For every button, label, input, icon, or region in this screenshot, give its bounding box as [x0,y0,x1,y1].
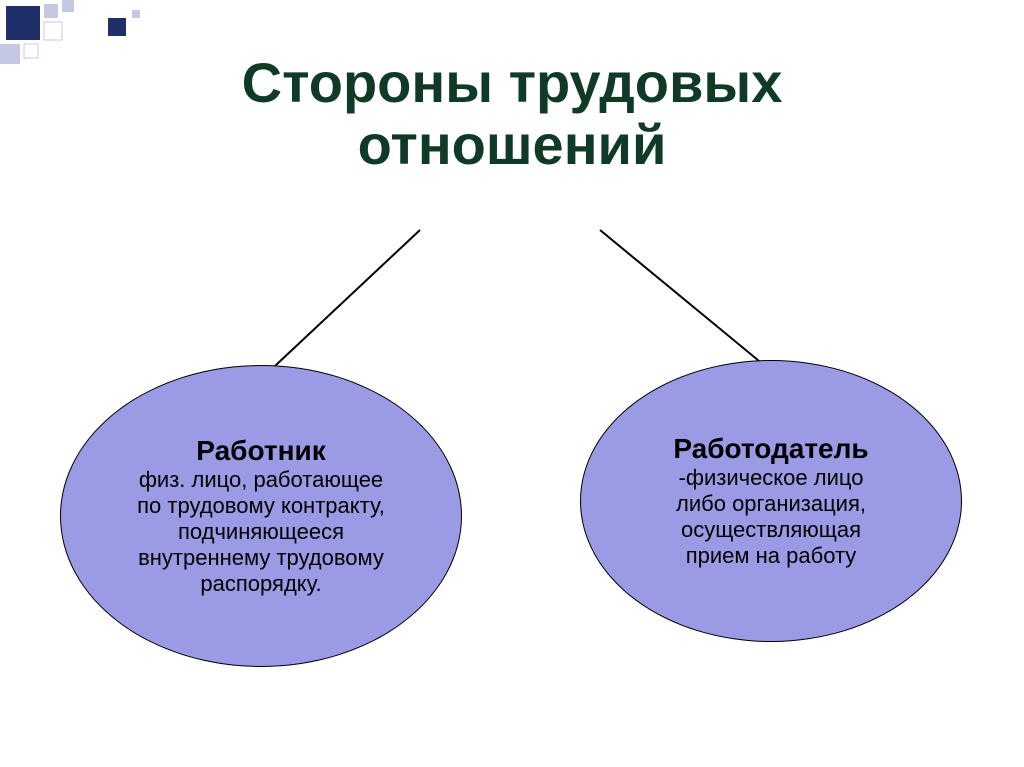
node-title: Работник [196,435,325,467]
node-body: физ. лицо, работающее по трудовому контр… [137,467,385,597]
node-employee: Работникфиз. лицо, работающее по трудово… [60,365,462,667]
node-body: -физическое лицо либо организация, осуще… [676,465,866,569]
node-employer: Работодатель-физическое лицо либо органи… [580,360,962,642]
node-title: Работодатель [673,433,868,465]
